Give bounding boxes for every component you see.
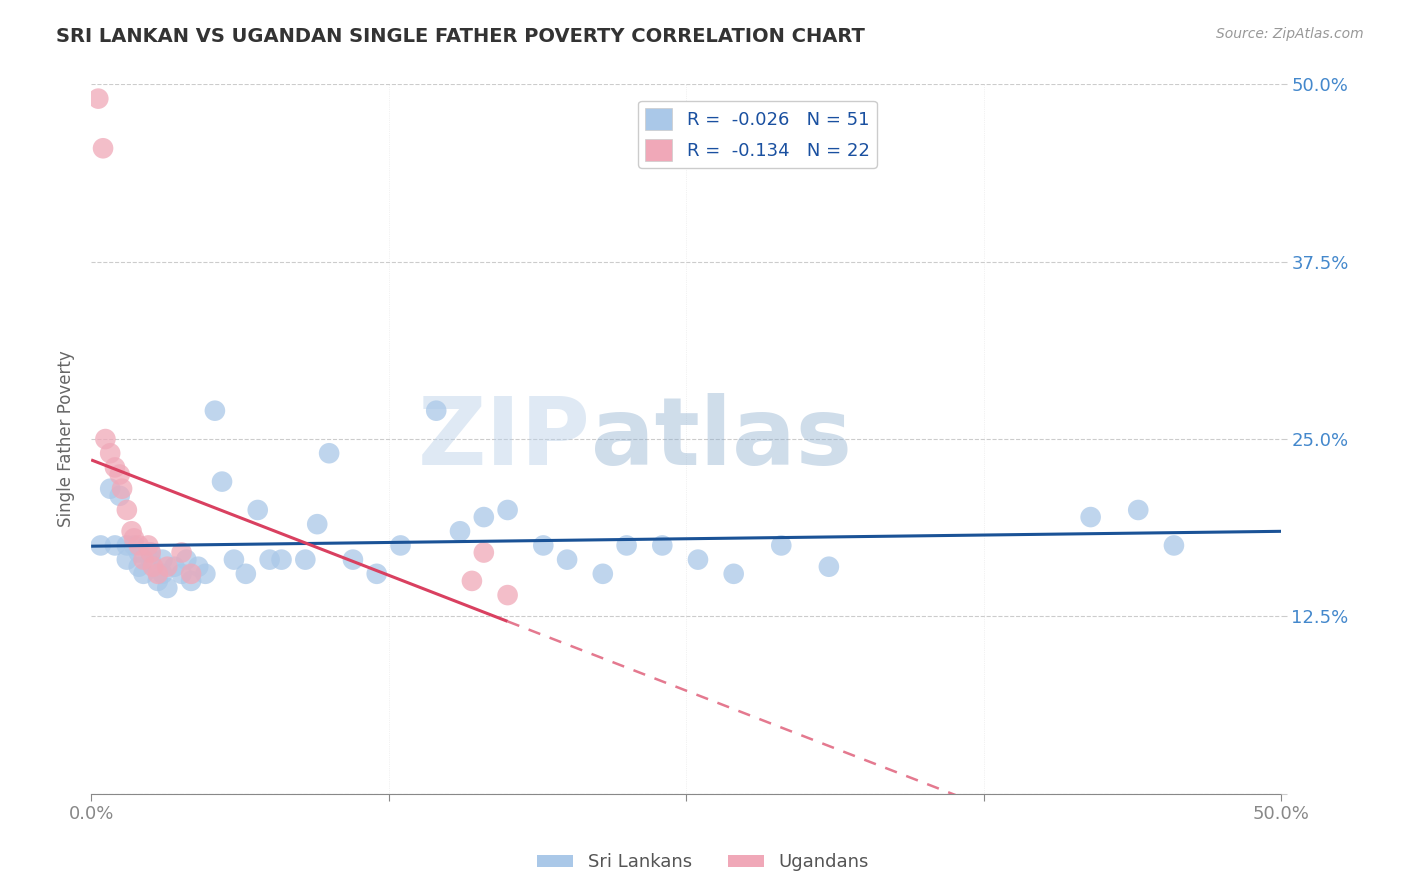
Point bbox=[366, 566, 388, 581]
Point bbox=[136, 538, 159, 552]
Point bbox=[770, 538, 793, 552]
Point bbox=[461, 574, 484, 588]
Point bbox=[128, 538, 150, 552]
Point bbox=[1080, 510, 1102, 524]
Point bbox=[156, 559, 179, 574]
Point bbox=[132, 552, 155, 566]
Point bbox=[122, 538, 145, 552]
Point bbox=[449, 524, 471, 539]
Point bbox=[176, 552, 198, 566]
Y-axis label: Single Father Poverty: Single Father Poverty bbox=[58, 351, 75, 527]
Point bbox=[592, 566, 614, 581]
Point bbox=[222, 552, 245, 566]
Point bbox=[87, 92, 110, 106]
Point bbox=[115, 552, 138, 566]
Point bbox=[108, 467, 131, 482]
Point bbox=[142, 559, 165, 574]
Point bbox=[121, 524, 143, 539]
Point bbox=[115, 503, 138, 517]
Point bbox=[180, 574, 202, 588]
Point bbox=[163, 559, 186, 574]
Point bbox=[122, 532, 145, 546]
Point bbox=[146, 566, 169, 581]
Point bbox=[104, 460, 127, 475]
Point bbox=[472, 545, 495, 559]
Point bbox=[98, 446, 121, 460]
Point bbox=[651, 538, 673, 552]
Point bbox=[180, 566, 202, 581]
Legend: R =  -0.026   N = 51, R =  -0.134   N = 22: R = -0.026 N = 51, R = -0.134 N = 22 bbox=[638, 101, 877, 168]
Point bbox=[616, 538, 638, 552]
Point bbox=[496, 588, 519, 602]
Point bbox=[111, 482, 134, 496]
Point bbox=[1163, 538, 1185, 552]
Point bbox=[818, 559, 841, 574]
Point bbox=[156, 581, 179, 595]
Point bbox=[170, 566, 193, 581]
Point bbox=[128, 559, 150, 574]
Point bbox=[132, 566, 155, 581]
Point bbox=[98, 482, 121, 496]
Point bbox=[108, 489, 131, 503]
Point bbox=[91, 141, 114, 155]
Legend: Sri Lankans, Ugandans: Sri Lankans, Ugandans bbox=[530, 847, 876, 879]
Point bbox=[146, 574, 169, 588]
Point bbox=[686, 552, 709, 566]
Point bbox=[259, 552, 281, 566]
Point bbox=[139, 545, 162, 559]
Point bbox=[139, 545, 162, 559]
Point bbox=[139, 552, 162, 566]
Point bbox=[496, 503, 519, 517]
Point bbox=[211, 475, 233, 489]
Point bbox=[194, 566, 217, 581]
Point bbox=[294, 552, 316, 566]
Point bbox=[318, 446, 340, 460]
Point bbox=[342, 552, 364, 566]
Point bbox=[152, 566, 174, 581]
Point bbox=[555, 552, 578, 566]
Point bbox=[723, 566, 745, 581]
Point bbox=[270, 552, 292, 566]
Point bbox=[235, 566, 257, 581]
Point bbox=[152, 552, 174, 566]
Point bbox=[307, 517, 329, 532]
Text: ZIP: ZIP bbox=[418, 393, 591, 485]
Text: SRI LANKAN VS UGANDAN SINGLE FATHER POVERTY CORRELATION CHART: SRI LANKAN VS UGANDAN SINGLE FATHER POVE… bbox=[56, 27, 865, 45]
Point bbox=[472, 510, 495, 524]
Point bbox=[128, 545, 150, 559]
Point bbox=[425, 403, 447, 417]
Point bbox=[115, 538, 138, 552]
Point bbox=[104, 538, 127, 552]
Point bbox=[94, 432, 117, 446]
Point bbox=[204, 403, 226, 417]
Point bbox=[170, 545, 193, 559]
Text: Source: ZipAtlas.com: Source: ZipAtlas.com bbox=[1216, 27, 1364, 41]
Text: atlas: atlas bbox=[591, 393, 852, 485]
Point bbox=[1128, 503, 1150, 517]
Point bbox=[246, 503, 269, 517]
Point bbox=[389, 538, 412, 552]
Point bbox=[187, 559, 209, 574]
Point bbox=[90, 538, 112, 552]
Point bbox=[531, 538, 554, 552]
